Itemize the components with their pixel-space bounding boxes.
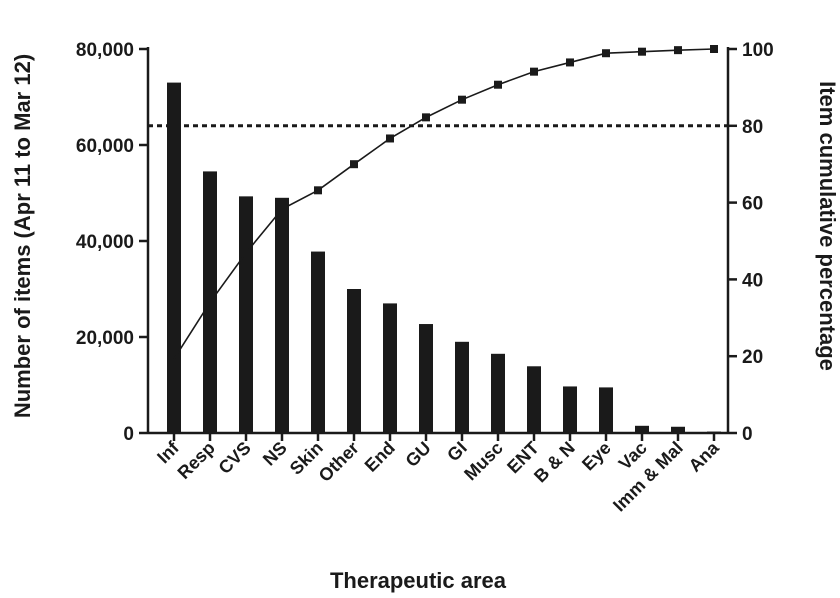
category-label: GU: [402, 438, 435, 471]
category-label: Musc: [460, 438, 507, 485]
y-tick-label: 0: [123, 424, 134, 445]
left-axis-ticks: 0 20,000 40,000 60,000 80,000: [76, 40, 148, 445]
y-tick-label: 20,000: [76, 328, 134, 349]
category-label: GI: [443, 438, 471, 466]
bar: [599, 387, 613, 433]
cumulative-point: [566, 58, 574, 67]
y-tick-label: 60,000: [76, 136, 134, 157]
cumulative-point: [602, 49, 610, 58]
y2-axis-title: Item cumulative percentage: [815, 81, 840, 371]
y2-tick-label: 60: [742, 194, 763, 215]
cumulative-point: [530, 67, 538, 76]
bar: [419, 324, 433, 433]
y2-tick-label: 80: [742, 117, 763, 138]
cumulative-line-series: [173, 45, 718, 360]
category-label: Other: [315, 438, 363, 486]
bar: [167, 82, 181, 433]
bar: [671, 426, 685, 433]
cumulative-point: [710, 45, 718, 53]
axes: [146, 47, 730, 435]
right-axis-ticks: 0 20 40 60 80 100: [728, 40, 774, 445]
cumulative-line: [173, 48, 715, 360]
x-axis-title: Therapeutic area: [330, 568, 507, 593]
bar: [563, 386, 577, 433]
bar: [275, 197, 289, 433]
y-tick-label: 80,000: [76, 40, 134, 61]
bar: [383, 303, 397, 433]
y2-tick-label: 40: [742, 270, 763, 291]
bar: [455, 341, 469, 433]
bar: [239, 196, 253, 433]
cumulative-point: [242, 248, 250, 257]
bar: [635, 425, 649, 433]
bar: [347, 289, 361, 433]
cumulative-point: [206, 298, 214, 307]
y2-tick-label: 20: [742, 347, 763, 368]
bar: [491, 353, 505, 433]
category-label: CVS: [215, 438, 255, 478]
y-tick-label: 40,000: [76, 232, 134, 253]
bar: [311, 251, 325, 433]
cumulative-point: [458, 95, 466, 104]
category-label: Eye: [578, 438, 615, 475]
y2-tick-label: 100: [742, 40, 774, 61]
cumulative-point: [278, 205, 286, 214]
cumulative-point: [422, 113, 430, 122]
y2-tick-label: 0: [742, 424, 753, 445]
bar: [527, 366, 541, 433]
cumulative-point: [674, 46, 682, 55]
category-label: End: [361, 438, 399, 476]
y-axis-title: Number of items (Apr 11 to Mar 12): [10, 54, 35, 418]
cumulative-point: [638, 47, 646, 56]
category-label: Resp: [174, 438, 219, 483]
cumulative-point: [494, 80, 502, 89]
cumulative-point: [350, 160, 358, 169]
cumulative-point: [386, 134, 394, 143]
cumulative-point: [314, 186, 322, 195]
category-label: Ana: [685, 437, 724, 476]
category-label: B & N: [530, 438, 579, 487]
bar-series: [167, 82, 721, 433]
